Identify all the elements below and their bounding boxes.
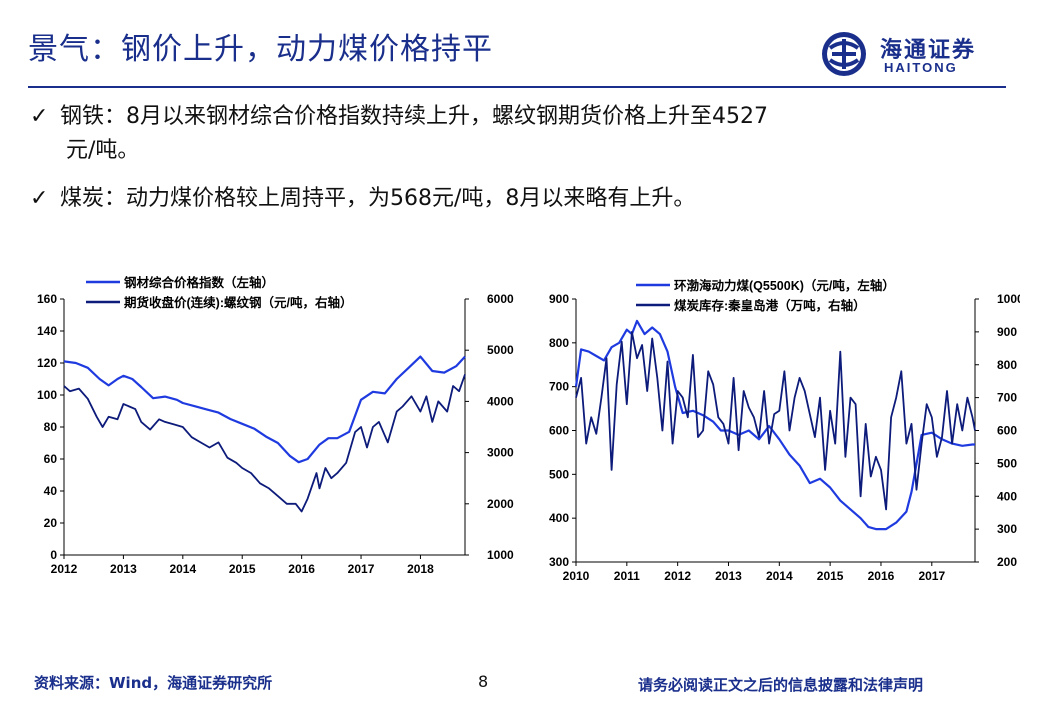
series-line-1 bbox=[575, 331, 976, 511]
check-icon: ✓ bbox=[30, 186, 49, 211]
legend-label-0: 环渤海动力煤(Q5500K)（元/吨，左轴） bbox=[674, 278, 895, 293]
left-tick-label: 120 bbox=[37, 356, 57, 370]
x-tick-label: 2016 bbox=[868, 569, 895, 583]
x-tick-label: 2013 bbox=[110, 562, 137, 576]
left-tick-label: 0 bbox=[50, 548, 57, 562]
logo-english-text: HAITONG bbox=[884, 60, 958, 75]
x-tick-label: 2015 bbox=[229, 562, 256, 576]
x-tick-label: 2016 bbox=[288, 562, 315, 576]
x-tick-label: 2018 bbox=[407, 562, 434, 576]
x-tick-label: 2013 bbox=[715, 569, 742, 583]
page-title: 景气：钢价上升，动力煤价格持平 bbox=[28, 32, 493, 67]
left-tick-label: 20 bbox=[44, 516, 58, 530]
series-line-0 bbox=[574, 319, 975, 531]
bullet-steel-continuation: 元/吨。 bbox=[66, 138, 140, 163]
right-tick-label: 3000 bbox=[487, 446, 514, 460]
right-tick-label: 1000 bbox=[997, 292, 1020, 306]
series-line-0 bbox=[63, 355, 466, 464]
right-tick-label: 600 bbox=[997, 424, 1017, 438]
bullet-coal-text: 煤炭：动力煤价格较上周持平，为568元/吨，8月以来略有上升。 bbox=[60, 186, 696, 211]
right-tick-label: 5000 bbox=[487, 343, 514, 357]
x-tick-label: 2014 bbox=[169, 562, 196, 576]
x-tick-label: 2015 bbox=[817, 569, 844, 583]
x-tick-label: 2012 bbox=[51, 562, 78, 576]
x-tick-label: 2017 bbox=[918, 569, 945, 583]
left-tick-label: 700 bbox=[549, 380, 569, 394]
left-tick-label: 900 bbox=[549, 292, 569, 306]
x-tick-label: 2012 bbox=[664, 569, 691, 583]
x-tick-label: 2014 bbox=[766, 569, 793, 583]
left-tick-label: 400 bbox=[549, 511, 569, 525]
left-tick-label: 100 bbox=[37, 388, 57, 402]
right-tick-label: 900 bbox=[997, 325, 1017, 339]
left-tick-label: 80 bbox=[44, 420, 58, 434]
left-tick-label: 800 bbox=[549, 336, 569, 350]
x-tick-label: 2010 bbox=[563, 569, 590, 583]
right-tick-label: 4000 bbox=[487, 394, 514, 408]
steel-price-chart: 0 20 40 60 80 100 120 140 160 1000 2000 3000 4000 500… bbox=[37, 275, 514, 576]
series-line-1 bbox=[63, 374, 466, 513]
left-tick-label: 600 bbox=[549, 424, 569, 438]
left-tick-label: 160 bbox=[37, 292, 57, 306]
bullet-steel: ✓ 钢铁：8月以来钢材综合价格指数持续上升，螺纹钢期货价格上升至4527 bbox=[30, 100, 990, 134]
left-tick-label: 500 bbox=[549, 467, 569, 481]
right-tick-label: 2000 bbox=[487, 497, 514, 511]
right-tick-label: 700 bbox=[997, 391, 1017, 405]
right-tick-label: 800 bbox=[997, 358, 1017, 372]
footer-disclaimer: 请务必阅读正文之后的信息披露和法律声明 bbox=[638, 676, 924, 694]
footer-source: 资料来源：Wind，海通证券研究所 bbox=[34, 674, 273, 692]
right-tick-label: 200 bbox=[997, 555, 1017, 569]
bullet-coal: ✓ 煤炭：动力煤价格较上周持平，为568元/吨，8月以来略有上升。 bbox=[30, 182, 695, 216]
left-tick-label: 140 bbox=[37, 324, 57, 338]
check-icon: ✓ bbox=[30, 104, 49, 129]
right-tick-label: 1000 bbox=[487, 548, 514, 562]
legend-label-1: 期货收盘价(连续):螺纹钢（元/吨，右轴） bbox=[124, 295, 352, 310]
page-number: 8 bbox=[478, 672, 489, 691]
left-tick-label: 300 bbox=[549, 555, 569, 569]
company-logo: 海通证券 HAITONG bbox=[818, 30, 1008, 78]
header-divider bbox=[28, 86, 1006, 88]
left-tick-label: 40 bbox=[44, 484, 58, 498]
right-tick-label: 400 bbox=[997, 489, 1017, 503]
bullet-steel-text: 钢铁：8月以来钢材综合价格指数持续上升，螺纹钢期货价格上升至4527 bbox=[60, 104, 768, 129]
x-tick-label: 2017 bbox=[348, 562, 375, 576]
logo-chinese-text: 海通证券 bbox=[880, 37, 977, 63]
right-tick-label: 500 bbox=[997, 456, 1017, 470]
x-tick-label: 2011 bbox=[614, 569, 640, 583]
right-tick-label: 300 bbox=[997, 522, 1017, 536]
haitong-emblem-icon bbox=[822, 32, 866, 76]
right-tick-label: 6000 bbox=[487, 292, 514, 306]
left-tick-label: 60 bbox=[44, 452, 58, 466]
legend-label-1: 煤炭库存:秦皇岛港（万吨，右轴） bbox=[674, 298, 866, 313]
coal-price-chart: 300 400 500 600 700 800 900 200 300 400 500 600 700 8… bbox=[549, 278, 1020, 583]
legend-label-0: 钢材综合价格指数（左轴） bbox=[124, 275, 274, 290]
